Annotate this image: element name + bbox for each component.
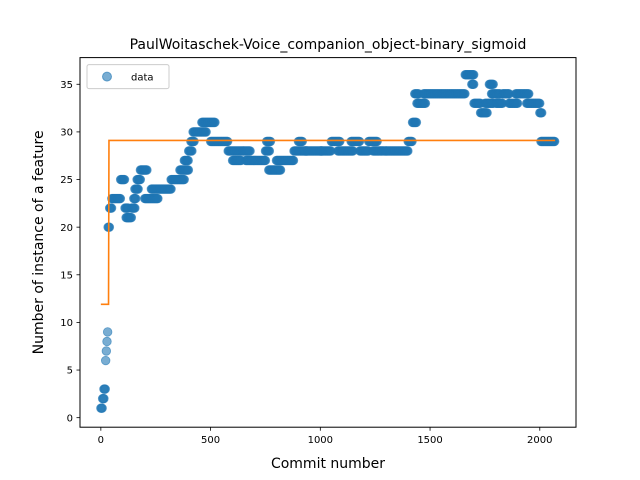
data-point — [99, 393, 109, 404]
chart-title: PaulWoitaschek-Voice_companion_object-bi… — [130, 37, 527, 53]
data-point — [142, 165, 152, 175]
data-point — [131, 193, 141, 204]
data-point — [265, 136, 276, 147]
data-points — [96, 70, 560, 413]
y-tick-label: 25 — [60, 175, 73, 186]
data-point — [260, 155, 271, 166]
plot-area — [79, 57, 577, 428]
data-point — [166, 184, 176, 194]
data-point — [407, 136, 417, 147]
y-tick-label: 10 — [60, 318, 73, 329]
data-point — [275, 165, 286, 175]
data-point — [102, 327, 113, 337]
data-point — [537, 108, 547, 118]
data-point — [420, 98, 431, 109]
data-point — [97, 403, 107, 413]
x-tick-label: 500 — [201, 435, 220, 446]
data-point — [187, 146, 197, 156]
data-point — [482, 108, 492, 118]
data-point — [403, 146, 413, 156]
x-tick-label: 1500 — [417, 435, 442, 446]
data-point — [115, 193, 126, 204]
data-point — [183, 165, 194, 175]
data-point — [201, 127, 211, 137]
data-point — [133, 184, 143, 194]
data-point — [189, 136, 199, 147]
y-axis-ticks: 0 5 10 15 20 25 30 35 — [60, 80, 80, 424]
y-tick-label: 0 — [67, 413, 73, 424]
data-point — [469, 70, 479, 80]
data-point — [100, 384, 110, 394]
data-point — [222, 136, 233, 147]
data-point — [130, 203, 140, 213]
data-point — [297, 136, 308, 147]
data-point — [524, 89, 534, 99]
data-point — [550, 136, 560, 147]
data-point — [411, 117, 422, 128]
data-point — [372, 136, 382, 147]
x-tick-label: 0 — [98, 435, 104, 446]
y-axis-label: Number of instance of a feature — [31, 130, 47, 354]
data-point — [488, 79, 498, 89]
data-point — [512, 98, 523, 109]
x-axis-label: Commit number — [271, 456, 385, 472]
axes-frame — [79, 57, 577, 428]
data-point — [245, 146, 255, 156]
data-point — [126, 212, 137, 223]
y-tick-label: 20 — [60, 223, 73, 234]
data-point — [335, 136, 345, 147]
data-point — [288, 155, 299, 166]
data-point — [102, 336, 112, 347]
y-tick-label: 5 — [67, 366, 73, 377]
data-point — [135, 174, 146, 185]
data-point — [354, 136, 365, 147]
data-point — [179, 174, 189, 185]
legend: data — [86, 64, 170, 90]
data-point — [264, 146, 275, 156]
data-point — [460, 89, 470, 99]
data-point — [469, 79, 479, 89]
data-point — [101, 346, 112, 356]
x-tick-label: 1000 — [308, 435, 333, 446]
data-point — [210, 117, 220, 128]
data-point — [153, 193, 163, 204]
data-point — [535, 98, 545, 109]
y-tick-label: 30 — [60, 128, 73, 139]
data-point — [100, 355, 111, 366]
data-point — [183, 155, 193, 166]
data-point — [119, 174, 130, 185]
fit-line-path — [100, 139, 556, 306]
legend-label-data: data — [131, 73, 154, 84]
legend-marker-data — [102, 71, 112, 82]
legend-box — [86, 64, 170, 90]
y-tick-label: 35 — [60, 80, 73, 91]
y-tick-label: 15 — [60, 270, 73, 281]
x-tick-label: 2000 — [527, 435, 552, 446]
fit-line — [100, 139, 556, 306]
x-axis-ticks: 0 500 1000 1500 2000 — [98, 427, 553, 446]
